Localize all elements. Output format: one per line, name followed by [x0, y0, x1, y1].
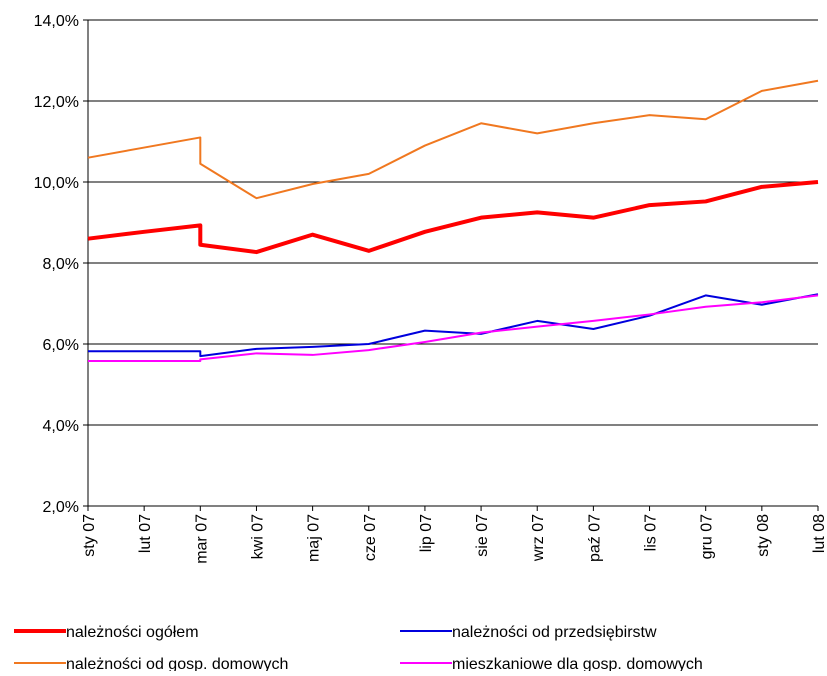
- y-tick-label: 8,0%: [43, 256, 79, 273]
- legend-label: należności od przedsiębirstw: [452, 624, 657, 641]
- x-tick-label: sie 07: [474, 514, 491, 557]
- x-tick-label: mar 07: [193, 514, 210, 564]
- y-tick-label: 14,0%: [34, 13, 79, 30]
- series-line: [87, 79, 819, 200]
- x-tick-label: cze 07: [362, 514, 379, 561]
- series-line: [88, 294, 819, 363]
- y-tick-label: 4,0%: [43, 418, 79, 435]
- x-tick-label: sty 07: [81, 514, 98, 557]
- x-tick-label: wrz 07: [530, 514, 547, 562]
- x-tick-label: maj 07: [306, 514, 323, 562]
- legend-label: mieszkaniowe dla gosp. domowych: [452, 656, 703, 671]
- x-tick-label: lut 07: [137, 514, 154, 553]
- x-tick-label: lip 07: [418, 514, 435, 552]
- y-tick-label: 6,0%: [43, 337, 79, 354]
- series-line: [87, 180, 819, 255]
- x-tick-label: paź 07: [586, 514, 603, 562]
- series-line: [88, 293, 819, 358]
- x-tick-label: sty 08: [755, 514, 772, 557]
- legend-label: należności od gosp. domowych: [66, 656, 288, 671]
- y-tick-label: 12,0%: [34, 94, 79, 111]
- legend-label: należności ogółem: [66, 624, 199, 641]
- x-tick-label: kwi 07: [249, 514, 266, 559]
- x-tick-label: lis 07: [643, 514, 660, 551]
- y-tick-label: 2,0%: [43, 499, 79, 516]
- x-tick-label: lut 08: [811, 514, 827, 553]
- y-tick-label: 10,0%: [34, 175, 79, 192]
- x-tick-label: gru 07: [699, 514, 716, 559]
